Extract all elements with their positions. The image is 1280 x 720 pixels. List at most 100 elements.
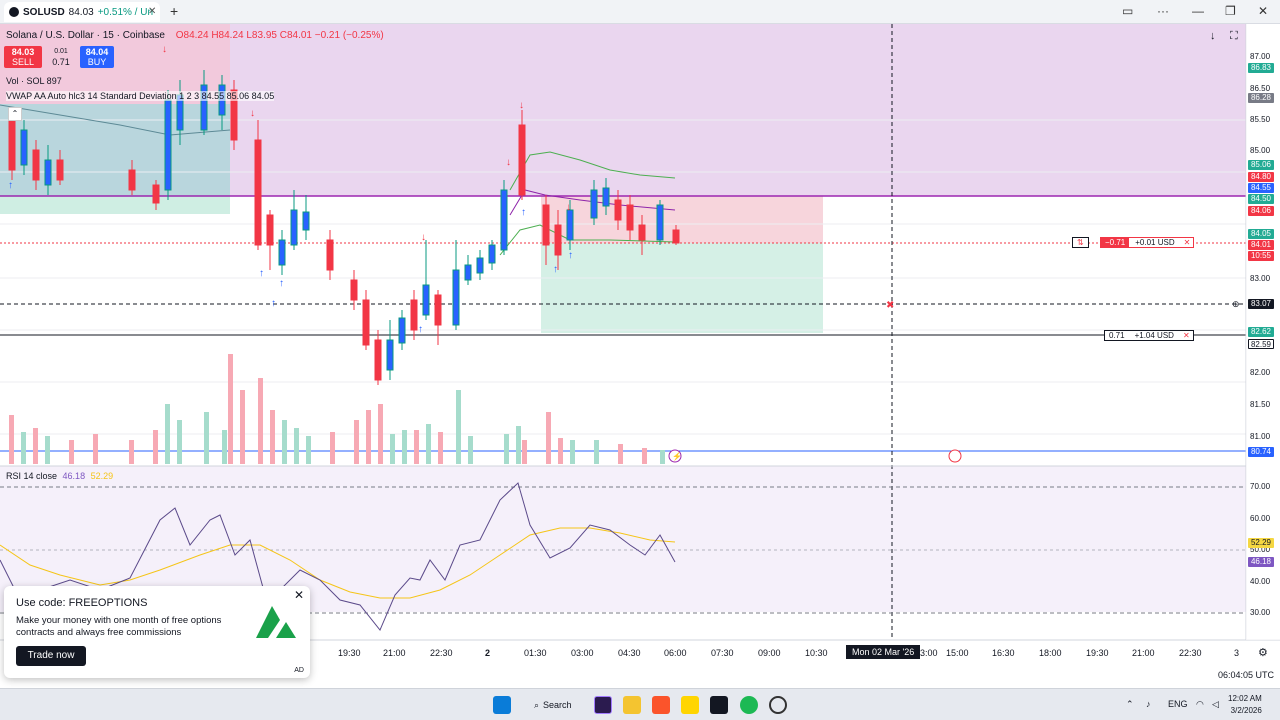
price-tag: 83.07 [1248,299,1274,309]
price-tag: 82.59 [1248,339,1274,349]
promo-card: ✕ Use code: FREEOPTIONS Make your money … [4,586,310,678]
tab-symbol: SOLUSD [23,6,65,18]
price-tag: 85.06 [1248,160,1274,170]
download-icon[interactable]: ↓ [1210,30,1216,42]
price-tag: 10:55 [1248,251,1274,261]
svg-text:↓: ↓ [250,108,255,119]
trade-now-button[interactable]: Trade now [16,646,86,666]
svg-text:↓: ↓ [421,232,426,243]
long-position-box[interactable]: 0.71 +1.04 USD ✕ [1104,330,1194,341]
crosshair-time-label: Mon 02 Mar '26 [846,645,921,659]
tab-price: 84.03 [68,6,94,18]
svg-text:↑: ↑ [8,180,13,191]
price-tag: 84.55 [1248,183,1274,193]
browser-tab[interactable]: SOLUSD 84.03 +0.51% / Un [4,2,160,22]
promo-heading: Use code: FREEOPTIONS [16,597,148,609]
price-tag: 86.83 [1248,63,1274,73]
price-tag: 80.74 [1248,447,1274,457]
taskbar: ⌕ Search ⌃ ♪ ENG ◠ ◁ 12:02 AM 3/2/2026 [0,688,1280,720]
trade-buttons: 84.03 SELL 0.01 0.71 84.04 BUY [4,46,114,68]
price-tag: 84.01 [1248,240,1274,250]
vwap-legend[interactable]: VWAP AA Auto hlc3 14 Standard Deviation … [6,91,275,101]
svg-text:↓: ↓ [162,44,167,55]
price-tag: 84.05 [1248,229,1274,239]
close-position-icon[interactable]: ✕ [1183,238,1191,247]
svg-text:↓: ↓ [506,157,511,168]
short-position-label[interactable]: ⇅ [1072,237,1089,248]
wifi-icon[interactable]: ◠ [1196,699,1204,709]
taskbar-search[interactable]: ⌕ Search [534,699,572,711]
svg-text:↑: ↑ [568,250,573,261]
chatgpt-icon[interactable] [769,696,787,714]
price-tag: 84.06 [1248,206,1274,216]
svg-text:↑: ↑ [271,298,276,309]
language-indicator[interactable]: ENG [1168,699,1188,709]
rsi-value-tag: 46.18 [1248,557,1274,567]
rsi-line [0,482,676,631]
tradingview-icon[interactable] [710,696,728,714]
rsi-legend[interactable]: RSI 14 close 46.18 52.29 [6,471,114,481]
settings-icon[interactable]: ⚙ [1258,647,1268,659]
maximize-icon[interactable]: ❐ [1225,4,1236,18]
price-tag: 82.62 [1248,327,1274,337]
file-explorer-icon[interactable] [623,696,641,714]
close-promo-icon[interactable]: ✕ [293,588,304,602]
svg-text:↑: ↑ [418,324,423,335]
rsi-ma-tag: 52.29 [1248,538,1274,548]
notes-icon[interactable] [681,696,699,714]
tab-change: +0.51% / Un [97,6,154,18]
spotify-icon[interactable] [740,696,758,714]
spread-display: 0.01 0.71 [52,48,70,67]
windows-start-icon[interactable] [493,696,511,714]
ad-badge: AD [294,667,304,674]
svg-text:↑: ↑ [259,268,264,279]
price-tag: 86.28 [1248,93,1274,103]
volume-icon[interactable]: ◁ [1212,699,1219,709]
short-position-box[interactable]: −0.71 +0.01 USD ✕ [1100,237,1195,248]
add-alert-icon[interactable]: ⊕ [1232,299,1240,309]
svg-text:↑: ↑ [521,207,526,218]
short-position-loss-zone [541,196,823,243]
svg-text:⚡: ⚡ [672,451,682,461]
minimize-icon[interactable]: — [1192,4,1204,18]
collapse-legend-icon[interactable]: ⌃ [8,107,22,121]
volume-bars [9,354,665,464]
price-tag: 84.50 [1248,194,1274,204]
us-flag-event-icon[interactable] [948,449,962,463]
sell-button[interactable]: 84.03 SELL [4,46,42,68]
browser-tab-bar: SOLUSD 84.03 +0.51% / Un ✕ + ▭ ··· — ❐ ✕ [0,0,1280,24]
svg-text:↑: ↑ [279,278,284,289]
symbol-title[interactable]: Solana / U.S. Dollar · 15 · Coinbase [6,30,165,41]
tray-chevron-icon[interactable]: ⌃ [1126,699,1134,709]
svg-text:↑: ↑ [553,264,558,275]
signal-arrows: ↓ ↓ ↓ ↓ ↓ ↓ ↑ ↑ ↑ ↑ ↑ ↑ ↑ ↑ [8,44,573,335]
vwap-left [0,104,231,136]
utc-clock[interactable]: 06:04:05 UTC [1217,670,1274,680]
candles [8,70,680,385]
after-effects-icon[interactable] [594,696,612,714]
volume-legend[interactable]: Vol · SOL 897 [6,76,62,86]
broker-logo-icon [256,606,296,638]
layout-icon[interactable]: ▭ [1122,4,1134,18]
reverse-icon[interactable]: ⇅ [1077,238,1084,247]
price-chart[interactable]: ✖ [0,24,1280,664]
fullscreen-icon[interactable]: ⛶ [1230,30,1238,42]
vwap-upper-band [509,151,676,191]
buy-button[interactable]: 84.04 BUY [80,46,114,68]
microphone-icon[interactable]: ♪ [1146,699,1151,709]
promo-body: Make your money with one month of free o… [16,615,222,638]
close-position-icon[interactable]: ✕ [1182,331,1190,340]
symbol-legend: Solana / U.S. Dollar · 15 · Coinbase O84… [6,30,384,41]
tradingview-logo-icon [9,7,19,17]
tab-close-icon[interactable]: ✕ [148,6,157,17]
crosshair-icon: ✖ [886,300,894,311]
green-zone-left [0,196,230,214]
close-window-icon[interactable]: ✕ [1258,4,1269,18]
more-icon[interactable]: ··· [1157,4,1169,18]
brave-browser-icon[interactable] [652,696,670,714]
new-tab-icon[interactable]: + [170,3,179,19]
taskbar-clock[interactable]: 12:02 AM 3/2/2026 [1228,694,1262,715]
lightning-icon[interactable] [668,449,682,463]
ohlc-values: O84.24 H84.24 L83.95 C84.01 −0.21 (−0.25… [175,30,384,41]
svg-text:↓: ↓ [519,100,524,111]
